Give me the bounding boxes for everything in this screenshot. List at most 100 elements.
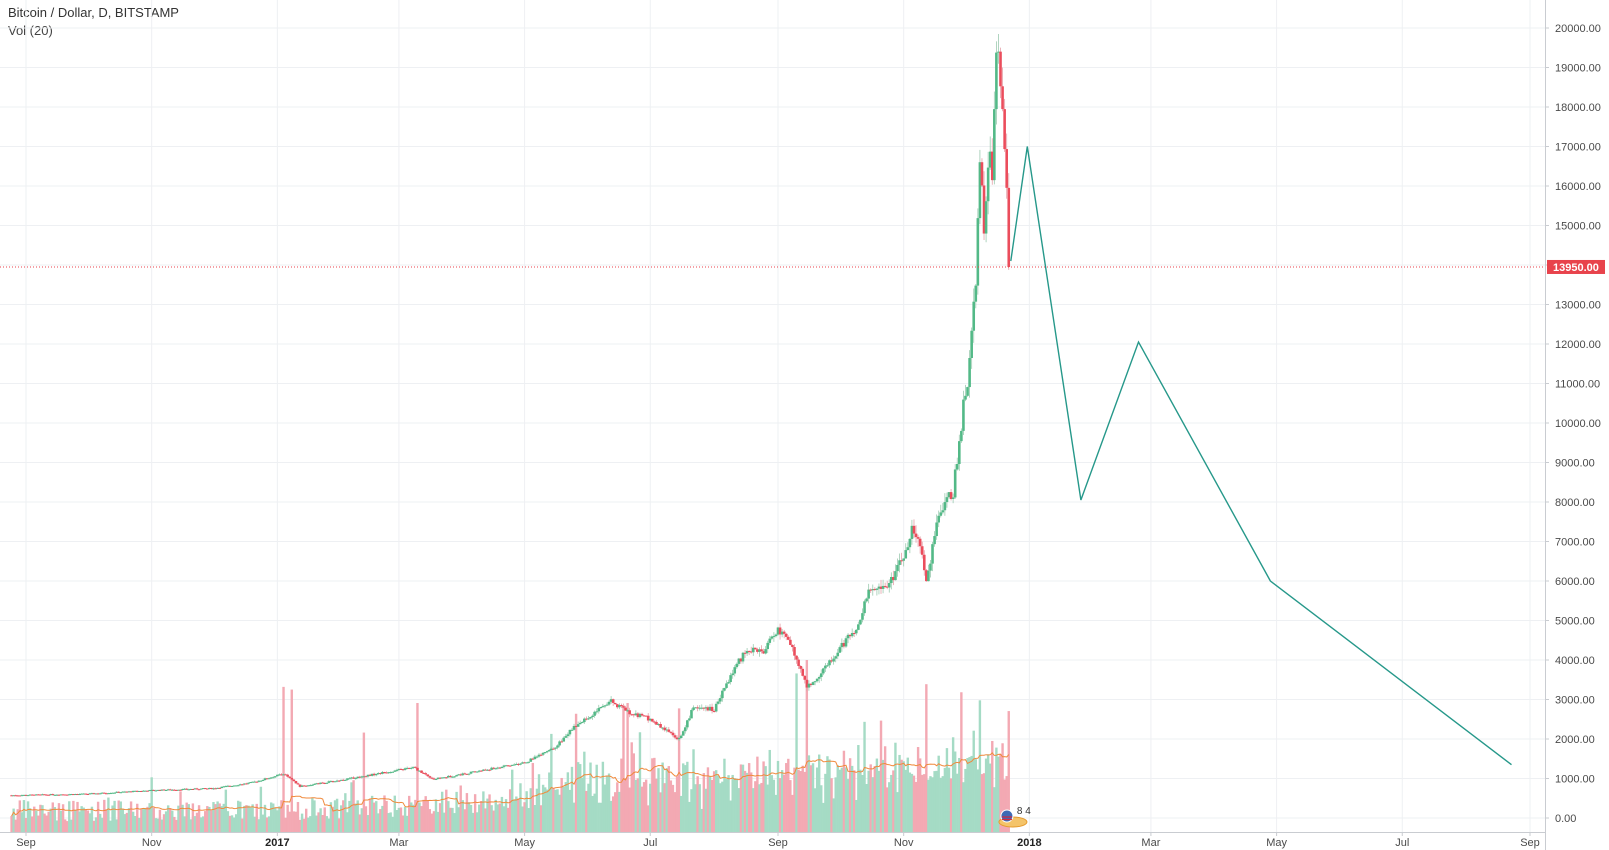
volume-bar [760,782,763,832]
volume-bar [774,794,778,832]
candle-body [999,51,1002,87]
candle-body [354,778,357,780]
candle-body [500,766,504,769]
candle-body [333,781,337,783]
volume-bar [385,800,388,832]
flag-icon[interactable] [1000,809,1014,823]
volume-bar [684,765,687,832]
candle-body [368,774,372,776]
volume-bar [160,819,164,832]
time-axis-background[interactable] [0,832,1545,850]
candle-body [918,538,922,547]
volume-bar [239,801,242,832]
volume-bar [832,798,835,832]
candle-body [457,774,460,776]
volume-bar [18,800,22,832]
volume-bar [269,802,273,832]
candle-body [449,775,452,778]
volume-bar [467,802,471,832]
volume-bar [789,780,792,832]
candle-body [671,732,675,736]
candle-body [397,768,401,770]
volume-bar [476,812,479,832]
volume-bar [212,802,215,832]
volume-bar [455,791,458,832]
volume-bar [729,800,732,832]
volume-bar [430,813,434,832]
candle-body [300,785,304,787]
price-axis-background[interactable] [1545,0,1609,850]
candle-body [578,722,582,725]
volume-bar [647,805,650,832]
candle-body [352,777,355,779]
volume-bar [661,762,664,832]
candle-body [306,785,310,787]
price-tick-label: 18000.00 [1555,102,1601,114]
volume-bar [321,815,324,832]
candle-body [405,767,409,769]
volume-bar [51,802,54,832]
volume-bar [313,800,316,832]
candle-body [881,585,885,589]
volume-bar [904,769,907,832]
volume-bar [900,759,903,832]
candle-body [265,778,269,780]
projection-line[interactable] [1010,146,1512,766]
volume-bar [593,793,596,832]
time-tick-label: Jul [1395,837,1409,849]
candle-body [121,791,125,793]
candle-body [127,791,131,793]
candle-body [607,701,611,705]
volume-bar [214,804,217,832]
candle-body [166,789,170,791]
volume-bar [189,819,193,832]
candle-body [224,786,228,788]
volume-bar [916,747,920,832]
candle-body [850,632,854,637]
candle-body [848,634,852,637]
current-price-tag-bg [1547,259,1605,274]
volume-indicator-label[interactable]: Vol (20) [8,23,53,38]
volume-bar [276,810,279,832]
volume-bar [352,780,355,832]
candle-body [494,768,498,770]
projection-drawing[interactable] [1010,146,1512,766]
volume-bar [739,764,743,832]
candle-body [694,707,697,709]
volume-bar [424,796,427,832]
candle-body [875,588,879,590]
event-badge[interactable]: 8 4 [998,806,1031,828]
candle-body [916,537,920,539]
candle-body [197,789,201,791]
candle-body [253,781,256,783]
volume-bar [309,816,312,832]
candle-body [282,774,285,776]
candle-body [877,586,881,589]
volume-bar [502,806,506,832]
candle-body [391,771,395,773]
candle-body [624,707,627,711]
volume-bar [335,798,339,832]
volume-bar [799,771,802,832]
volume-bar [10,816,13,832]
volume-bar [152,807,155,832]
candle-body [908,538,912,548]
candle-body [782,631,786,634]
volume-bar [96,801,100,832]
candle-body [902,558,905,561]
volume-bar [601,761,605,832]
volume-bar [86,810,90,832]
volume-bar [274,807,277,832]
volume-bar [762,761,765,832]
volume-bar [560,777,563,832]
volume-bar [372,802,376,832]
candle-body [535,756,539,758]
candle-body [1005,149,1008,188]
candle-body [12,795,15,797]
volume-bar [261,814,265,832]
volume-bar [554,789,557,832]
candle-body [580,722,584,724]
volume-bar [142,809,145,832]
